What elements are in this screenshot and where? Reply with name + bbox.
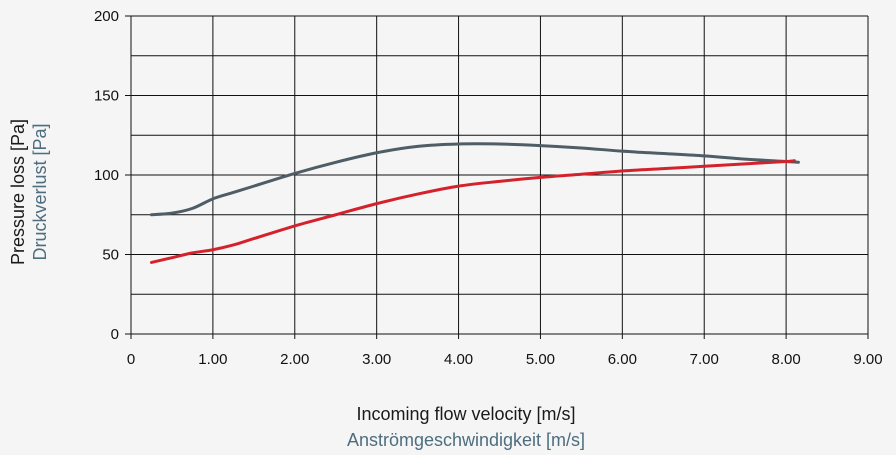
y-tick-label: 100: [94, 167, 119, 184]
y-tick-label: 150: [94, 88, 119, 105]
x-tick-label: 3.00: [362, 351, 391, 368]
tick-labels: 0 50 100 150 200 0 1.00 2.00 3.00 4.00 5.00 6.00 7.0…: [94, 8, 883, 368]
x-tick-label: 2.00: [280, 351, 309, 368]
y-axis-label-alt: Druckverlust [Pa]: [30, 123, 50, 260]
series-group: [149, 142, 800, 264]
y-axis-label: Pressure loss [Pa]: [8, 119, 28, 265]
x-axis-label-alt: Anströmgeschwindigkeit [m/s]: [347, 430, 585, 450]
series-line-1: [149, 142, 800, 217]
x-tick-label: 5.00: [526, 351, 555, 368]
x-tick-label: 0: [127, 351, 135, 368]
y-tick-label: 200: [94, 8, 119, 25]
series-line-2: [149, 159, 796, 264]
x-tick-label: 9.00: [853, 351, 882, 368]
x-tick-label: 4.00: [444, 351, 473, 368]
x-tick-label: 1.00: [198, 351, 227, 368]
axes: [125, 15, 869, 339]
y-tick-label: 50: [102, 247, 119, 264]
x-tick-label: 6.00: [608, 351, 637, 368]
y-tick-label: 0: [111, 326, 119, 343]
x-axis-label: Incoming flow velocity [m/s]: [356, 404, 575, 424]
x-tick-label: 8.00: [772, 351, 801, 368]
grid: [130, 15, 869, 335]
x-tick-label: 7.00: [690, 351, 719, 368]
